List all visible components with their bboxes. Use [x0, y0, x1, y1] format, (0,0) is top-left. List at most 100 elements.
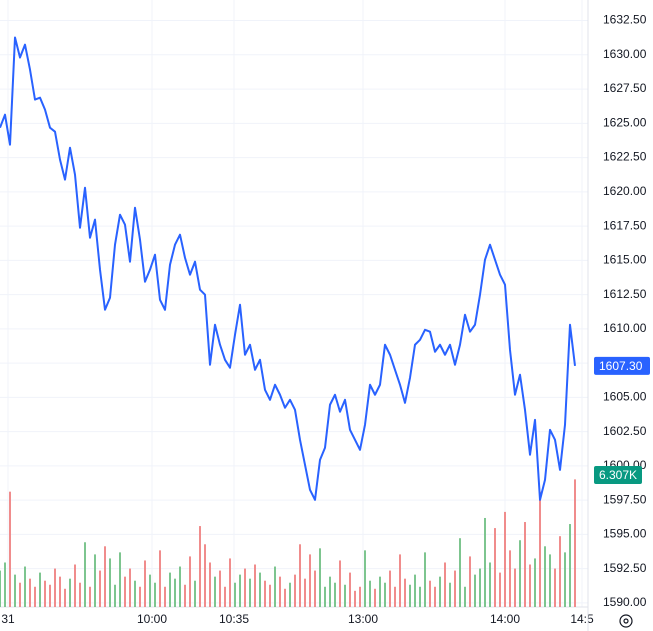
volume-bar	[429, 580, 431, 607]
volume-bar	[114, 584, 116, 607]
volume-bar	[359, 586, 361, 607]
volume-tag	[594, 466, 642, 484]
volume-bar	[54, 568, 56, 607]
volume-bar	[404, 578, 406, 607]
volume-bar	[144, 560, 146, 607]
volume-bar	[194, 580, 196, 607]
volume-label: 6.307K	[599, 468, 637, 482]
volume-bar	[264, 580, 266, 607]
y-tick-label: 1625.00	[603, 115, 647, 129]
volume-bar	[79, 582, 81, 607]
volume-bar	[29, 578, 31, 607]
volume-bar	[524, 522, 526, 607]
volume-bar	[469, 556, 471, 607]
y-tick-label: 1602.50	[603, 424, 647, 438]
volume-bar	[449, 582, 451, 607]
last-price-label: 1607.30	[599, 359, 643, 373]
x-tick-label: 14:00	[490, 612, 520, 626]
volume-bar	[394, 586, 396, 607]
volume-bar	[34, 586, 36, 607]
volume-bar	[574, 479, 576, 607]
gear-inner[interactable]	[623, 618, 629, 624]
volume-bar	[129, 568, 131, 607]
y-tick-label: 1627.50	[603, 81, 647, 95]
volume-bar	[399, 554, 401, 607]
volume-bar	[474, 574, 476, 607]
volume-bar	[124, 576, 126, 607]
volume-bar	[94, 554, 96, 607]
gear-outer[interactable]	[619, 614, 633, 628]
volume-bar	[179, 566, 181, 607]
volume-bar	[454, 570, 456, 607]
volume-bar	[189, 556, 191, 607]
volume-bar	[344, 584, 346, 607]
volume-bar	[169, 572, 171, 607]
volume-bar	[19, 582, 21, 607]
volume-bar	[519, 540, 521, 607]
x-tick-label: 10:00	[137, 612, 167, 626]
volume-bar	[159, 550, 161, 607]
volume-bar	[409, 584, 411, 607]
volume-bar	[214, 576, 216, 607]
volume-bar	[329, 576, 331, 607]
volume-bar	[119, 552, 121, 607]
y-tick-label: 1615.00	[603, 253, 647, 267]
volume-bar	[149, 574, 151, 607]
volume-bar	[339, 560, 341, 607]
price-line	[0, 36, 576, 501]
y-tick-label: 1590.00	[603, 595, 647, 609]
volume-bar	[204, 544, 206, 607]
volume-bar	[354, 590, 356, 607]
volume-bar	[209, 562, 211, 607]
volume-bar	[269, 584, 271, 607]
volume-bar	[69, 578, 71, 607]
volume-bar	[89, 586, 91, 607]
y-tick-label: 1620.00	[603, 184, 647, 198]
volume-bar	[559, 536, 561, 607]
volume-bar	[254, 564, 256, 607]
volume-bar	[184, 584, 186, 607]
settings-icon[interactable]	[619, 614, 633, 628]
volume-bar	[479, 568, 481, 607]
volume-bar	[534, 558, 536, 607]
volume-bar	[439, 576, 441, 607]
volume-bar	[379, 576, 381, 607]
volume-bar	[554, 568, 556, 607]
y-tick-label: 1630.00	[603, 47, 647, 61]
volume-bar	[49, 584, 51, 607]
volume-bar	[489, 562, 491, 607]
volume-bar	[309, 554, 311, 607]
volume-bar	[374, 588, 376, 607]
volume-bar	[14, 574, 16, 607]
volume-bar	[289, 582, 291, 607]
volume-bar	[199, 526, 201, 607]
volume-bar	[314, 570, 316, 607]
volume-bar	[299, 544, 301, 607]
y-tick-label: 1632.50	[603, 13, 647, 27]
volume-bar	[109, 558, 111, 607]
volume-bar	[139, 586, 141, 607]
volume-bar	[484, 517, 486, 607]
y-tick-label: 1617.50	[603, 218, 647, 232]
last-price-tag	[594, 356, 650, 375]
volume-bar	[244, 568, 246, 607]
volume-bar	[544, 546, 546, 607]
volume-bar	[444, 562, 446, 607]
volume-bar	[154, 582, 156, 607]
volume-bar	[324, 586, 326, 607]
y-tick-label: 1612.50	[603, 287, 647, 301]
volume-bar	[229, 558, 231, 607]
volume-bar	[464, 586, 466, 607]
volume-bar	[234, 582, 236, 607]
volume-bar	[0, 570, 1, 607]
volume-bar	[369, 580, 371, 607]
volume-bar	[319, 548, 321, 607]
volume-bar	[84, 542, 86, 607]
volume-bar	[59, 576, 61, 607]
volume-bar	[509, 550, 511, 607]
volume-bar	[364, 550, 366, 607]
volume-bar	[39, 572, 41, 607]
x-tick-label: 10:35	[219, 612, 249, 626]
volume-bar	[384, 582, 386, 607]
